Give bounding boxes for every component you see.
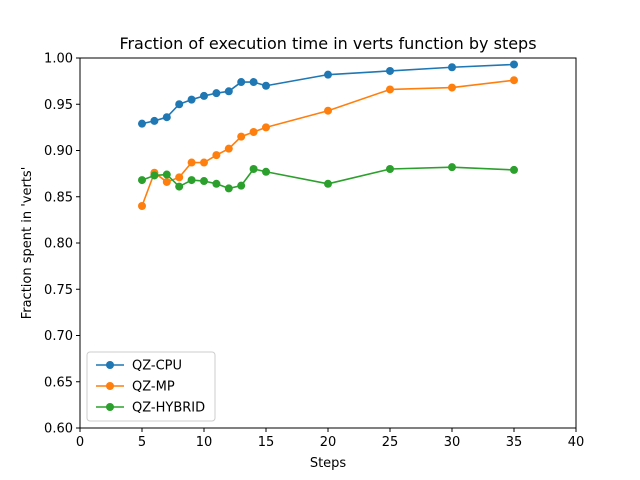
data-point	[324, 106, 332, 115]
data-point	[510, 165, 518, 174]
x-tick-label: 40	[568, 435, 585, 450]
y-axis-label: Fraction spent in 'verts'	[20, 167, 35, 320]
data-point	[138, 202, 146, 210]
y-tick-label: 0.65	[44, 375, 73, 390]
data-point	[386, 66, 394, 75]
data-point	[175, 100, 184, 109]
x-tick-label: 5	[138, 435, 146, 450]
data-point	[510, 76, 518, 85]
legend-label: QZ-HYBRID	[132, 401, 205, 416]
data-point	[162, 170, 171, 179]
data-point	[224, 184, 233, 193]
legend-item: QZ-HYBRID	[96, 401, 205, 416]
data-point	[386, 165, 394, 173]
data-point	[448, 83, 456, 92]
series-qz-mp	[138, 76, 518, 210]
y-tick-label: 0.80	[44, 237, 73, 252]
data-point	[138, 119, 146, 128]
series-qz-cpu	[138, 60, 518, 128]
series-qz-hybrid	[138, 163, 518, 193]
legend-marker	[106, 361, 114, 369]
data-point	[249, 128, 258, 136]
data-point	[262, 123, 270, 132]
series-group	[138, 60, 518, 210]
x-tick-label: 30	[444, 435, 461, 450]
data-point	[162, 177, 171, 186]
data-point	[150, 116, 159, 125]
legend-label: QZ-CPU	[132, 359, 182, 374]
y-tick-label: 1.00	[44, 52, 73, 67]
data-point	[249, 165, 258, 173]
data-point	[249, 78, 258, 87]
data-point	[175, 173, 184, 182]
data-point	[162, 113, 171, 122]
legend-box	[86, 351, 216, 422]
data-point	[212, 151, 221, 160]
data-point	[187, 158, 196, 167]
y-tick-label: 0.75	[44, 283, 73, 298]
x-tick-label: 25	[382, 435, 399, 450]
x-tick-label: 35	[506, 435, 523, 450]
y-tick-label: 0.60	[44, 422, 73, 437]
data-point	[224, 87, 233, 96]
data-point	[200, 158, 208, 167]
data-point	[324, 179, 332, 188]
data-point	[510, 60, 518, 69]
data-point	[200, 91, 208, 100]
legend: QZ-CPU QZ-MP QZ-HYBRID	[86, 351, 216, 422]
x-tick-label: 0	[76, 435, 84, 450]
x-tick-label: 15	[258, 435, 275, 450]
y-tick-label: 0.90	[44, 144, 73, 159]
data-point	[212, 179, 221, 188]
y-tick-label: 0.70	[44, 329, 73, 344]
data-point	[448, 163, 456, 172]
data-point	[138, 176, 146, 185]
x-tick-label: 20	[320, 435, 337, 450]
legend-marker	[106, 403, 114, 411]
legend-marker	[106, 382, 114, 390]
data-point	[262, 81, 270, 90]
chart-title: Fraction of execution time in verts func…	[119, 34, 536, 53]
legend-item: QZ-CPU	[96, 359, 182, 374]
data-point	[187, 176, 196, 185]
x-axis-label: Steps	[310, 456, 347, 471]
data-point	[200, 177, 208, 186]
data-point	[150, 171, 159, 180]
x-tick-label: 10	[196, 435, 213, 450]
legend-label: QZ-MP	[132, 380, 175, 395]
data-point	[237, 132, 246, 141]
data-point	[448, 63, 456, 72]
data-point	[262, 167, 270, 176]
legend-item: QZ-MP	[96, 380, 175, 395]
data-point	[237, 181, 246, 190]
ticks-group: 0 5 10 15 20 25 30 35 40 0.60 0.65 0.70 0.75 0.80 0.85…	[44, 52, 584, 451]
y-tick-label: 0.85	[44, 190, 73, 205]
data-point	[187, 95, 196, 104]
data-point	[324, 70, 332, 79]
data-point	[175, 182, 184, 191]
data-point	[237, 78, 246, 87]
data-point	[224, 144, 233, 153]
data-point	[386, 85, 394, 94]
data-point	[212, 89, 221, 98]
y-tick-label: 0.95	[44, 98, 73, 113]
